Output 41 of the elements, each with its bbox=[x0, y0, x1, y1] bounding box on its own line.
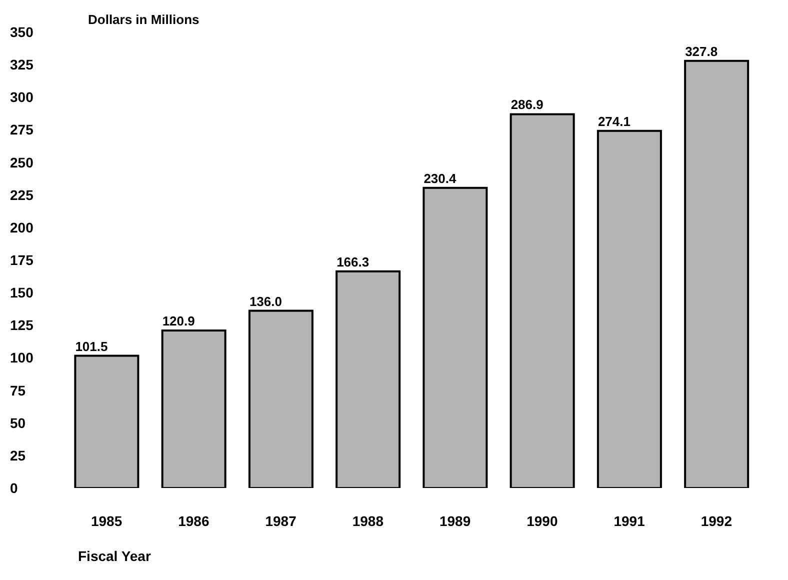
y-tick-label: 150 bbox=[10, 284, 34, 301]
y-tick-label: 225 bbox=[10, 186, 34, 203]
bar bbox=[684, 60, 750, 488]
x-tick-label: 1985 bbox=[90, 512, 122, 529]
x-tick-label: 1988 bbox=[352, 512, 384, 529]
data-label: 286.9 bbox=[510, 97, 544, 112]
x-tick-label: 1986 bbox=[178, 512, 210, 529]
bar bbox=[596, 130, 662, 488]
data-label: 166.3 bbox=[336, 254, 370, 270]
x-tick-label: 1989 bbox=[439, 512, 471, 529]
y-tick-label: 100 bbox=[10, 350, 34, 366]
x-tick-label: 1990 bbox=[526, 512, 558, 529]
y-tick-label: 125 bbox=[10, 317, 34, 334]
y-tick-label: 175 bbox=[10, 252, 34, 268]
y-tick-label: 250 bbox=[10, 154, 34, 170]
y-axis-title: Dollars in Millions bbox=[88, 12, 200, 27]
data-label: 120.9 bbox=[162, 313, 195, 328]
data-label: 136.0 bbox=[249, 294, 282, 309]
x-axis-title: Fiscal Year bbox=[78, 548, 151, 564]
y-tick-label: 325 bbox=[10, 56, 34, 73]
data-label: 230.4 bbox=[424, 170, 457, 186]
y-tick-label: 25 bbox=[10, 447, 26, 464]
bar bbox=[336, 270, 401, 488]
y-tick-label: 75 bbox=[10, 382, 26, 398]
y-tick-label: 50 bbox=[10, 414, 26, 431]
bar bbox=[248, 310, 314, 488]
x-tick-label: 1992 bbox=[700, 512, 732, 529]
bar bbox=[510, 113, 575, 488]
y-tick-label: 200 bbox=[10, 219, 34, 236]
bar bbox=[422, 186, 488, 488]
y-tick-label: 275 bbox=[10, 122, 34, 138]
data-label: 101.5 bbox=[75, 338, 108, 354]
x-tick-label: 1987 bbox=[265, 512, 297, 529]
bar bbox=[74, 354, 140, 488]
x-tick-label: 1991 bbox=[614, 512, 646, 529]
bar bbox=[161, 329, 226, 488]
data-label: 274.1 bbox=[598, 114, 630, 129]
y-tick-label: 350 bbox=[10, 24, 34, 40]
y-tick-label: 300 bbox=[10, 89, 34, 106]
data-label: 327.8 bbox=[685, 44, 718, 59]
y-tick-label: 0 bbox=[10, 480, 18, 496]
